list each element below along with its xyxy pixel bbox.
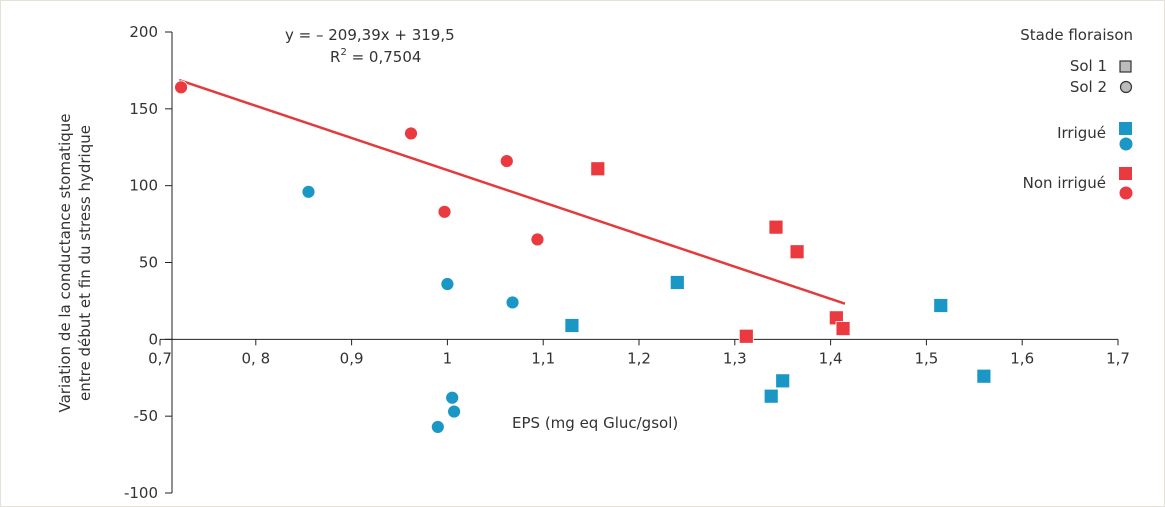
regression-group xyxy=(178,78,846,305)
data-point-irrigue-square xyxy=(976,368,992,384)
data-point-non-irrigue-circle xyxy=(174,80,188,95)
y-tick-label: -100 xyxy=(124,484,158,502)
y-tick-label: 200 xyxy=(129,23,158,41)
y-axis-label-line1: Variation de la conductance stomatique xyxy=(56,114,74,413)
y-axis-label-group: Variation de la conductance stomatique e… xyxy=(56,114,94,413)
x-tick-label: 0,9 xyxy=(340,349,364,367)
data-point-irrigue-square xyxy=(775,373,791,389)
data-point-irrigue-circle xyxy=(505,295,520,310)
y-tick-label: -50 xyxy=(134,407,159,425)
data-point-non-irrigue-circle xyxy=(499,154,514,168)
data-point-non-irrigue-circle xyxy=(530,232,545,247)
data-point-non-irrigue-square xyxy=(789,244,805,260)
points-group xyxy=(174,80,992,434)
y-tick-label: 150 xyxy=(129,100,158,118)
data-point-irrigue-circle xyxy=(430,420,445,434)
data-point-irrigue-circle xyxy=(440,277,455,291)
data-point-non-irrigue-circle xyxy=(437,204,452,219)
x-tick-label: 1,7 xyxy=(1106,349,1130,367)
x-tick-label: 1,2 xyxy=(627,349,651,367)
data-point-non-irrigue-square xyxy=(835,321,851,336)
regression-equation: y = – 209,39x + 319,5 xyxy=(285,26,455,44)
data-point-non-irrigue-square xyxy=(768,219,784,235)
x-tick-label: 1,4 xyxy=(819,349,843,367)
legend-irrigue-label: Irrigué xyxy=(1057,124,1106,142)
regression-line xyxy=(178,78,846,305)
legend-title: Stade floraison xyxy=(1020,26,1133,44)
x-tick-label: 1,5 xyxy=(914,349,938,367)
x-tick-label: 1,1 xyxy=(531,349,555,367)
y-tick-label: 50 xyxy=(139,254,158,272)
legend-sol1-label: Sol 1 xyxy=(1070,57,1107,75)
data-point-irrigue-square xyxy=(564,318,580,333)
x-tick-label: 1,3 xyxy=(723,349,747,367)
data-point-non-irrigue-square xyxy=(590,161,606,177)
data-point-irrigue-circle xyxy=(445,390,460,405)
x-axis-label: EPS (mg eq Gluc/gsol) xyxy=(512,414,678,432)
axes-group: -100 -50 0 50 100 150 200 0,7 0, 8 0,9 1 1,1 1,2 1,3 1… xyxy=(124,23,1130,502)
legend-sol2-circle-icon xyxy=(1119,80,1133,94)
y-axis-label-line2: entre début et fin du stress hydrique xyxy=(76,125,94,401)
r2-prefix: R xyxy=(330,48,340,66)
data-point-non-irrigue-circle xyxy=(404,126,418,141)
legend-non-irrigue-label: Non irrigué xyxy=(1023,174,1106,192)
legend-non-irrigue-square-icon xyxy=(1119,167,1132,180)
data-point-irrigue-square xyxy=(763,388,779,404)
x-tick-label: 1 xyxy=(443,349,453,367)
regression-r2: R2 = 0,7504 xyxy=(330,47,421,66)
r2-superscript: 2 xyxy=(340,47,346,58)
legend-irrigue-square-icon xyxy=(1119,122,1132,135)
legend-sol2-label: Sol 2 xyxy=(1070,78,1107,96)
data-point-irrigue-circle xyxy=(447,404,462,419)
x-tick-label: 1,6 xyxy=(1010,349,1034,367)
legend-irrigue-circle-icon xyxy=(1119,137,1133,151)
data-point-irrigue-circle xyxy=(301,184,316,199)
x-tick-label: 0,7 xyxy=(148,349,172,367)
legend: Stade floraison Sol 1 Sol 2 Irrigué Non … xyxy=(1020,26,1133,200)
x-tick-label: 0, 8 xyxy=(241,349,270,367)
r2-value: = 0,7504 xyxy=(347,48,422,66)
legend-sol1-square-icon xyxy=(1119,60,1132,73)
data-point-non-irrigue-square xyxy=(738,328,754,344)
y-tick-label: 0 xyxy=(148,330,158,348)
data-point-irrigue-square xyxy=(669,275,685,290)
data-point-irrigue-square xyxy=(933,298,949,313)
y-tick-label: 100 xyxy=(129,177,158,195)
legend-non-irrigue-circle-icon xyxy=(1119,186,1133,200)
